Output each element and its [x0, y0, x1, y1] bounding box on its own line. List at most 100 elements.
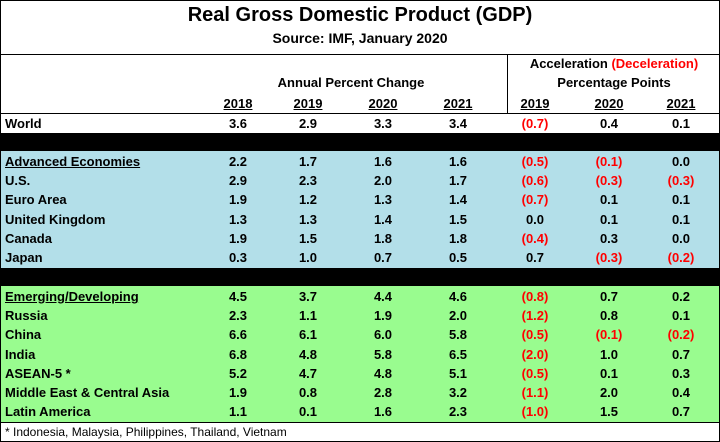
- growth-value: 4.4: [373, 289, 393, 304]
- growth-value: 1.9: [228, 230, 248, 246]
- table-row: Advanced Economies 2.2 1.7 1.6 1.6 (0.5) (0.1)…: [1, 152, 719, 171]
- change-value: 0.8: [599, 308, 619, 324]
- change-value: 2.0: [599, 385, 619, 400]
- growth-value: 5.1: [448, 365, 468, 381]
- change-value: (0.3): [595, 173, 623, 189]
- change-value: (0.5): [521, 327, 549, 343]
- table-row: China 6.6 6.1 6.0 5.8 (0.5) (0.1) (0.2): [1, 325, 719, 344]
- change-value: (2.0): [521, 346, 549, 362]
- change-value: (0.7): [521, 192, 549, 208]
- table-row: World 3.6 2.9 3.3 3.4 (0.7) 0.4 0.1: [1, 114, 719, 133]
- world-section: [1, 114, 719, 133]
- change-value: 0.7: [671, 346, 691, 362]
- year-header: 2018: [223, 96, 253, 111]
- growth-value: 2.9: [228, 173, 248, 189]
- table-row: Middle East & Central Asia 1.9 0.8 2.8 3.2 (1…: [1, 383, 719, 402]
- change-value: 0.0: [671, 230, 691, 246]
- row-label: Latin America: [5, 404, 91, 420]
- change-value: (0.3): [595, 250, 623, 265]
- growth-value: 6.5: [448, 346, 468, 362]
- change-value: 1.5: [599, 404, 619, 420]
- row-label: Russia: [5, 308, 48, 324]
- change-value: 0.2: [671, 289, 691, 304]
- group-label-deceleration-text: (Deceleration): [611, 56, 699, 71]
- year-header: 2021: [443, 96, 473, 111]
- growth-value: 3.7: [298, 289, 318, 304]
- change-value: 0.4: [671, 385, 691, 400]
- growth-value: 2.2: [228, 154, 248, 169]
- change-value: 0.1: [599, 192, 619, 208]
- change-year-header: 2020: [594, 96, 624, 111]
- growth-value: 0.1: [298, 404, 318, 420]
- table-row: Emerging/Developing 4.5 3.7 4.4 4.6 (0.8) 0.7 0…: [1, 287, 719, 306]
- growth-value: 4.7: [298, 365, 318, 381]
- table-row: India 6.8 4.8 5.8 6.5 (2.0) 1.0 0.7: [1, 345, 719, 364]
- growth-value: 1.7: [448, 173, 468, 189]
- year-header: 2020: [368, 96, 398, 111]
- change-year-header: 2021: [666, 96, 696, 111]
- row-label: China: [5, 327, 42, 343]
- growth-value: 5.8: [448, 327, 468, 343]
- growth-value: 5.8: [373, 346, 393, 362]
- growth-value: 1.3: [373, 192, 393, 208]
- change-value: (0.1): [595, 154, 623, 169]
- growth-value: 4.8: [373, 365, 393, 381]
- growth-value: 1.9: [373, 308, 393, 324]
- change-value: 0.1: [599, 211, 619, 227]
- change-value: 0.7: [671, 404, 691, 420]
- row-label: United Kingdom: [5, 211, 106, 227]
- change-value: 0.0: [671, 154, 691, 169]
- row-label: U.S.: [5, 173, 31, 189]
- change-year-header: 2019: [520, 96, 550, 111]
- change-value: 0.1: [671, 211, 691, 227]
- table-row: Latin America 1.1 0.1 1.6 2.3 (1.0) 1.5 0.7: [1, 402, 719, 421]
- growth-value: 1.4: [448, 192, 468, 208]
- change-value: (0.4): [521, 230, 549, 246]
- table-row: Canada 1.9 1.5 1.8 1.8 (0.4) 0.3 0.0: [1, 229, 719, 248]
- growth-value: 1.1: [228, 404, 248, 420]
- growth-value: 2.3: [228, 308, 248, 324]
- growth-value: 2.8: [373, 385, 393, 400]
- row-label: Advanced Economies: [5, 154, 141, 169]
- change-value: (0.6): [521, 173, 549, 189]
- growth-value: 1.6: [373, 154, 393, 169]
- change-value: 0.1: [671, 192, 691, 208]
- growth-value: 4.6: [448, 289, 468, 304]
- change-value: 0.1: [671, 116, 691, 131]
- header-vertical-divider: [507, 55, 508, 114]
- change-value: 0.1: [599, 365, 619, 381]
- group-label-acceleration: Acceleration (Deceleration): [509, 56, 719, 72]
- emerging-section: [1, 286, 719, 422]
- growth-value: 0.8: [298, 385, 318, 400]
- growth-value: 1.2: [298, 192, 318, 208]
- footnote: * Indonesia, Malaysia, Philippines, Thai…: [5, 425, 287, 439]
- separator-bar: [1, 133, 719, 151]
- growth-value: 2.3: [448, 404, 468, 420]
- growth-value: 2.0: [373, 173, 393, 189]
- change-value: (0.2): [667, 250, 695, 265]
- row-label: Euro Area: [5, 192, 67, 208]
- row-label: Middle East & Central Asia: [5, 385, 170, 400]
- table-row: U.S. 2.9 2.3 2.0 1.7 (0.6) (0.3) (0.3): [1, 171, 719, 190]
- table-row: Japan 0.3 1.0 0.7 0.5 0.7 (0.3) (0.2): [1, 248, 719, 267]
- growth-value: 1.4: [373, 211, 393, 227]
- growth-value: 3.6: [228, 116, 248, 131]
- group-label-percentage-points: Percentage Points: [557, 75, 671, 90]
- change-value: 1.0: [599, 346, 619, 362]
- row-label: Japan: [5, 250, 43, 265]
- change-value: (1.1): [521, 385, 549, 400]
- growth-value: 1.3: [228, 211, 248, 227]
- growth-value: 1.9: [228, 385, 248, 400]
- growth-value: 2.3: [298, 173, 318, 189]
- change-value: 0.7: [525, 250, 545, 265]
- year-header-divider: [1, 113, 719, 114]
- growth-value: 3.2: [448, 385, 468, 400]
- growth-value: 4.5: [228, 289, 248, 304]
- change-value: 0.4: [599, 116, 619, 131]
- group-label-annual: Annual Percent Change: [277, 75, 425, 90]
- growth-value: 6.6: [228, 327, 248, 343]
- growth-value: 6.1: [298, 327, 318, 343]
- table-row: United Kingdom 1.3 1.3 1.4 1.5 0.0 0.1 0.1: [1, 210, 719, 229]
- growth-value: 0.5: [448, 250, 468, 265]
